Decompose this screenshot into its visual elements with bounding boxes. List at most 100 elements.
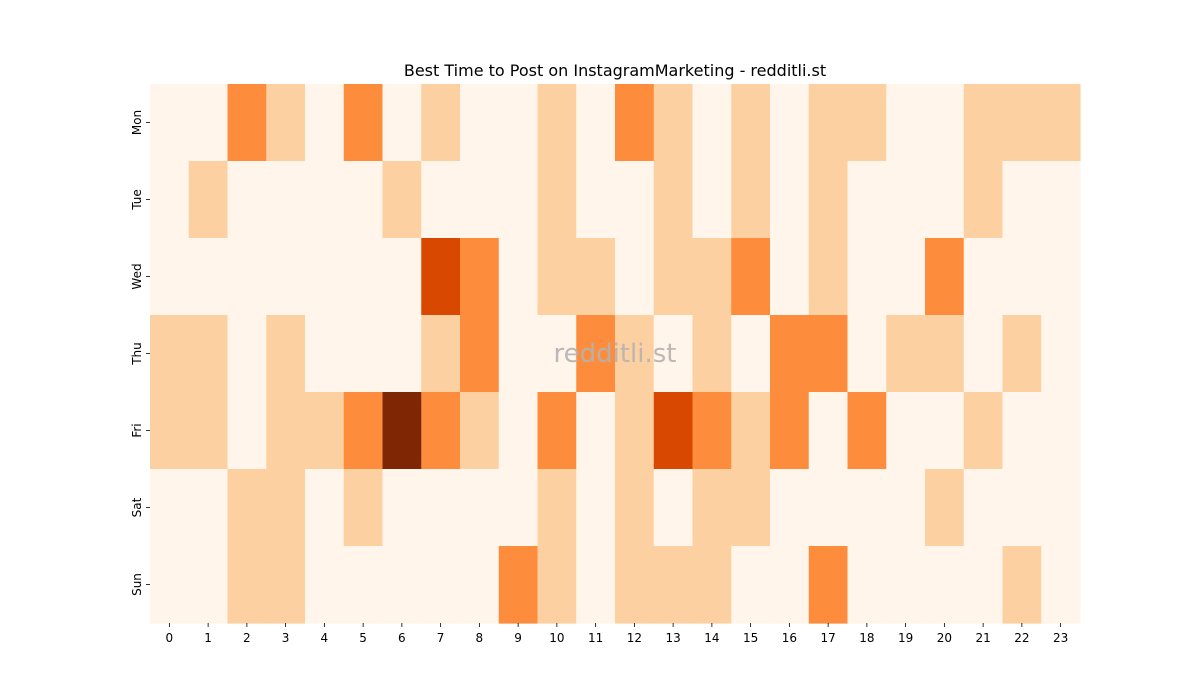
- heatmap-cell-sun-16: [770, 546, 810, 624]
- heatmap-cell-tue-22: [1002, 161, 1042, 239]
- heatmap-cell-mon-9: [498, 84, 539, 162]
- x-tick-label: 6: [398, 631, 406, 645]
- heatmap-cell-tue-13: [653, 161, 694, 239]
- x-tick-label: 2: [243, 631, 251, 645]
- x-tick-label: 0: [166, 631, 174, 645]
- heatmap-cell-mon-3: [266, 84, 306, 162]
- x-tick-label: 14: [704, 631, 719, 645]
- heatmap-cell-tue-5: [343, 161, 384, 239]
- heatmap-cell-sat-19: [886, 469, 926, 547]
- heatmap-cell-tue-8: [460, 161, 500, 239]
- heatmap-cell-sat-5: [343, 469, 384, 547]
- heatmap-cell-wed-11: [576, 238, 616, 316]
- heatmap-cell-sat-4: [305, 469, 345, 547]
- y-tick-label: Sun: [130, 573, 144, 596]
- heatmap-cell-tue-7: [421, 161, 461, 239]
- heatmap-cell-mon-18: [847, 84, 887, 162]
- heatmap-cell-sat-0: [150, 469, 190, 547]
- heatmap-cell-sat-6: [382, 469, 422, 547]
- heatmap-cell-sat-21: [963, 469, 1004, 547]
- heatmap-cell-thu-7: [421, 315, 461, 393]
- heatmap-cell-sat-9: [498, 469, 539, 547]
- heatmap-cell-fri-6: [382, 392, 422, 470]
- heatmap-cell-sun-1: [188, 546, 229, 624]
- heatmap-cell-mon-15: [731, 84, 771, 162]
- heatmap-cell-sat-22: [1002, 469, 1042, 547]
- heatmap-cell-wed-18: [847, 238, 887, 316]
- x-tick-label: 20: [937, 631, 952, 645]
- heatmap-cell-sun-13: [653, 546, 694, 624]
- heatmap-cell-thu-21: [963, 315, 1004, 393]
- heatmap-cell-fri-7: [421, 392, 461, 470]
- heatmap-cell-thu-5: [343, 315, 384, 393]
- y-tick-label: Wed: [130, 263, 144, 289]
- heatmap-cell-thu-2: [227, 315, 267, 393]
- heatmap-cell-mon-11: [576, 84, 616, 162]
- heatmap-cell-sat-1: [188, 469, 229, 547]
- heatmap-cell-fri-16: [770, 392, 810, 470]
- heatmap-cell-mon-4: [305, 84, 345, 162]
- heatmap-cell-sat-10: [537, 469, 577, 547]
- heatmap-cell-tue-11: [576, 161, 616, 239]
- heatmap-cell-wed-10: [537, 238, 577, 316]
- heatmap-cell-thu-20: [925, 315, 965, 393]
- y-tick-label: Sat: [130, 497, 144, 517]
- heatmap-cell-thu-0: [150, 315, 190, 393]
- y-tick-label: Mon: [130, 110, 144, 135]
- x-tick-label: 22: [1014, 631, 1029, 645]
- heatmap-cell-thu-22: [1002, 315, 1042, 393]
- heatmap-cell-thu-10: [537, 315, 577, 393]
- x-tick-label: 1: [204, 631, 212, 645]
- heatmap-cell-thu-14: [692, 315, 732, 393]
- heatmap-cell-sun-9: [498, 546, 539, 624]
- heatmap-cell-thu-1: [188, 315, 229, 393]
- heatmap-cell-fri-5: [343, 392, 384, 470]
- heatmap-cell-fri-10: [537, 392, 577, 470]
- heatmap-cell-sat-8: [460, 469, 500, 547]
- heatmap-cell-fri-19: [886, 392, 926, 470]
- y-axis: Mon Tue Wed Thu Fri Sat Sun: [130, 110, 150, 596]
- x-tick-label: 11: [588, 631, 603, 645]
- heatmap-cell-tue-0: [150, 161, 190, 239]
- heatmap-cell-tue-20: [925, 161, 965, 239]
- heatmap-cell-tue-4: [305, 161, 345, 239]
- heatmap-cell-wed-13: [653, 238, 694, 316]
- heatmap-cell-thu-11: [576, 315, 616, 393]
- heatmap-cell-fri-3: [266, 392, 306, 470]
- heatmap-cell-tue-21: [963, 161, 1004, 239]
- heatmap-cell-tue-6: [382, 161, 422, 239]
- heatmap-cell-tue-9: [498, 161, 539, 239]
- heatmap-cell-sun-14: [692, 546, 732, 624]
- heatmap-cell-tue-19: [886, 161, 926, 239]
- heatmap-cell-mon-2: [227, 84, 267, 162]
- heatmap-cell-thu-12: [615, 315, 655, 393]
- heatmap-cell-tue-16: [770, 161, 810, 239]
- heatmap-cell-sat-11: [576, 469, 616, 547]
- heatmap-cell-wed-23: [1041, 238, 1081, 316]
- heatmap-cell-thu-3: [266, 315, 306, 393]
- heatmap-cell-fri-22: [1002, 392, 1042, 470]
- heatmap-cell-thu-15: [731, 315, 771, 393]
- heatmap-cell-fri-14: [692, 392, 732, 470]
- heatmap-cell-fri-4: [305, 392, 345, 470]
- heatmap-cell-mon-7: [421, 84, 461, 162]
- heatmap-cell-fri-1: [188, 392, 229, 470]
- x-tick-label: 4: [321, 631, 329, 645]
- heatmap-cell-sat-15: [731, 469, 771, 547]
- heatmap-cell-fri-18: [847, 392, 887, 470]
- heatmap-cell-wed-0: [150, 238, 190, 316]
- heatmap-cell-tue-18: [847, 161, 887, 239]
- x-tick-label: 13: [665, 631, 680, 645]
- heatmap-cell-tue-17: [808, 161, 849, 239]
- heatmap-cell-sat-20: [925, 469, 965, 547]
- y-tick-label: Thu: [130, 342, 144, 366]
- heatmap-cell-fri-23: [1041, 392, 1081, 470]
- heatmap-cell-mon-17: [808, 84, 849, 162]
- heatmap-cell-wed-12: [615, 238, 655, 316]
- heatmap-cell-fri-17: [808, 392, 849, 470]
- heatmap-cell-wed-14: [692, 238, 732, 316]
- heatmap-cell-wed-5: [343, 238, 384, 316]
- heatmap-cell-tue-15: [731, 161, 771, 239]
- heatmap-cell-wed-2: [227, 238, 267, 316]
- heatmap-cell-sun-4: [305, 546, 345, 624]
